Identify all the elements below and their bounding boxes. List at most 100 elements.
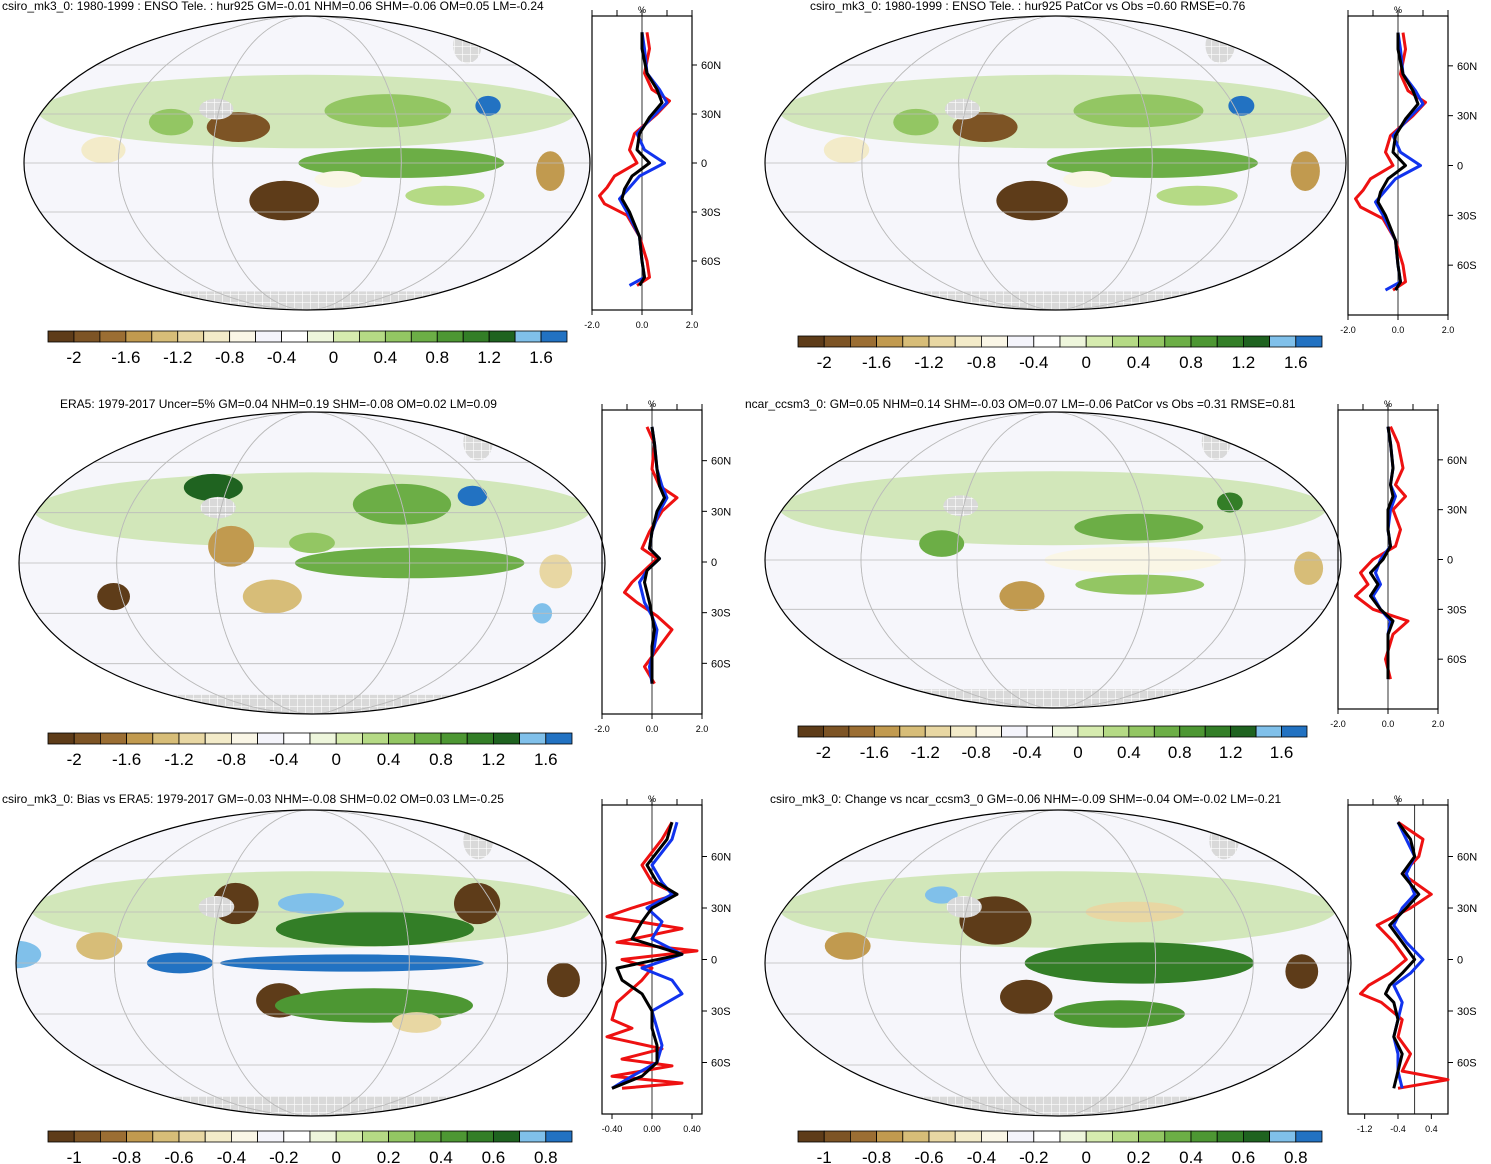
missing-data-mask [199, 98, 234, 120]
map-plot [18, 411, 606, 715]
colorbar: -1-0.8-0.6-0.4-0.200.20.40.60.81 [797, 1130, 1323, 1164]
colorbar-tick-label: 0.2 [1127, 1148, 1151, 1164]
anomaly-patch [1073, 94, 1204, 128]
missing-data-mask [24, 291, 590, 310]
colorbar: -2-1.6-1.2-0.8-0.400.40.81.21.62 [47, 330, 568, 367]
anomaly-patch [823, 136, 870, 164]
colorbar-tick-label: 0.4 [1179, 1148, 1203, 1164]
map-outline [18, 411, 606, 715]
lat-tick-label: 30N [711, 903, 731, 915]
colorbar-swatch [1179, 725, 1206, 738]
colorbar-swatch [466, 1130, 494, 1143]
colorbar-tick-label: 0.4 [374, 348, 398, 367]
colorbar-swatch [928, 335, 956, 348]
graticule-line [861, 16, 1250, 310]
colorbar-swatch [47, 732, 75, 745]
lat-tick-label: 0 [1447, 555, 1453, 567]
lat-tick-label: 30S [711, 608, 731, 620]
colorbar-tick-label: 0.8 [1179, 353, 1203, 372]
colorbar-tick-label: -0.6 [164, 1148, 193, 1164]
colorbar-swatch [100, 732, 128, 745]
x-tick-label: 0.4 [1425, 1124, 1438, 1134]
x-tick-label: 2.0 [696, 724, 709, 734]
graticule-line [860, 412, 1246, 708]
colorbar-swatch [797, 1130, 825, 1143]
lat-tick-label: 60S [1447, 654, 1467, 666]
anomaly-patch [81, 136, 126, 164]
colorbar-tick-label: -0.8 [967, 353, 996, 372]
colorbar-tick-label: -0.8 [112, 1148, 141, 1164]
colorbar-swatch [436, 330, 464, 343]
lat-tick-label: 60N [1447, 455, 1467, 467]
colorbar: -1-0.8-0.6-0.4-0.200.20.40.60.81 [47, 1130, 573, 1164]
colorbar-swatch [1007, 335, 1035, 348]
colorbar-swatch [466, 732, 494, 745]
lat-tick-label: 60N [1457, 61, 1477, 73]
lat-tick-label: 60S [1457, 260, 1477, 272]
colorbar-tick-label: -2 [816, 743, 831, 762]
colorbar-tick-label: -0.2 [1019, 1148, 1048, 1164]
colorbar-swatch [440, 1130, 468, 1143]
colorbar-swatch [823, 1130, 851, 1143]
colorbar-tick-label: 0.8 [1284, 1148, 1308, 1164]
x-tick-label: 0.0 [1382, 719, 1395, 729]
colorbar-swatch [1001, 725, 1028, 738]
x-tick-label: -2.0 [1330, 719, 1346, 729]
colorbar-swatch [73, 1130, 101, 1143]
colorbar-swatch [1085, 1130, 1113, 1143]
colorbar-tick-label: -1.2 [163, 348, 192, 367]
colorbar-swatch [1111, 335, 1139, 348]
x-tick-label: 0.00 [643, 1124, 661, 1134]
anomaly-patch [1290, 151, 1320, 192]
zonal-series-black [620, 32, 664, 287]
colorbar-swatch [488, 330, 516, 343]
colorbar-tick-label: 0.2 [377, 1148, 401, 1164]
colorbar-swatch [797, 725, 824, 738]
graticule-line [956, 412, 1150, 708]
anomaly-patch [546, 962, 580, 998]
colorbar-swatch [309, 732, 337, 745]
colorbar-swatch [876, 1130, 904, 1143]
anomaly-patch [824, 932, 871, 960]
colorbar-tick-label: 0.6 [482, 1148, 506, 1164]
anomaly-field [779, 871, 1337, 948]
colorbar-tick-label: 1.2 [482, 750, 506, 769]
colorbar-swatch [902, 1130, 930, 1143]
x-tick-label: 0.0 [1392, 325, 1405, 335]
colorbar-swatch [980, 1130, 1008, 1143]
x-tick-label: 0.40 [683, 1124, 701, 1134]
graticule-line [117, 16, 497, 310]
colorbar: -2-1.6-1.2-0.8-0.400.40.81.21.62 [47, 732, 573, 769]
map-plot [764, 15, 1347, 311]
colorbar-swatch [361, 732, 389, 745]
colorbar-swatch [255, 330, 282, 343]
colorbar-swatch [1007, 1130, 1035, 1143]
lat-tick-label: 60S [701, 256, 721, 268]
colorbar-swatch [440, 732, 468, 745]
anomaly-patch [206, 112, 271, 142]
colorbar-swatch [151, 330, 179, 343]
colorbar-swatch [73, 732, 101, 745]
colorbar-tick-label: 1.6 [1284, 353, 1308, 372]
anomaly-patch [952, 112, 1018, 142]
map-plot [764, 809, 1352, 1117]
anomaly-patch [208, 525, 255, 567]
colorbar-swatch [1102, 725, 1130, 738]
colorbar-tick-label: 0.8 [425, 348, 449, 367]
colorbar-swatch [1059, 1130, 1087, 1143]
colorbar-tick-label: -0.8 [215, 348, 244, 367]
panel-title: ncar_ccsm3_0: GM=0.05 NHM=0.14 SHM=-0.03… [745, 397, 1296, 411]
colorbar-swatch [1269, 1130, 1297, 1143]
x-tick-label: -1.2 [1357, 1124, 1373, 1134]
lat-tick-label: 30N [701, 109, 721, 121]
colorbar-swatch [281, 330, 308, 343]
x-tick-label: -2.0 [584, 320, 600, 330]
graticule-line [959, 810, 1157, 1116]
lat-tick-label: 60S [1457, 1058, 1477, 1070]
colorbar-swatch [177, 330, 205, 343]
x-tick-label: -0.40 [602, 1124, 623, 1134]
colorbar-swatch [152, 1130, 180, 1143]
anomaly-patch [1063, 171, 1112, 188]
